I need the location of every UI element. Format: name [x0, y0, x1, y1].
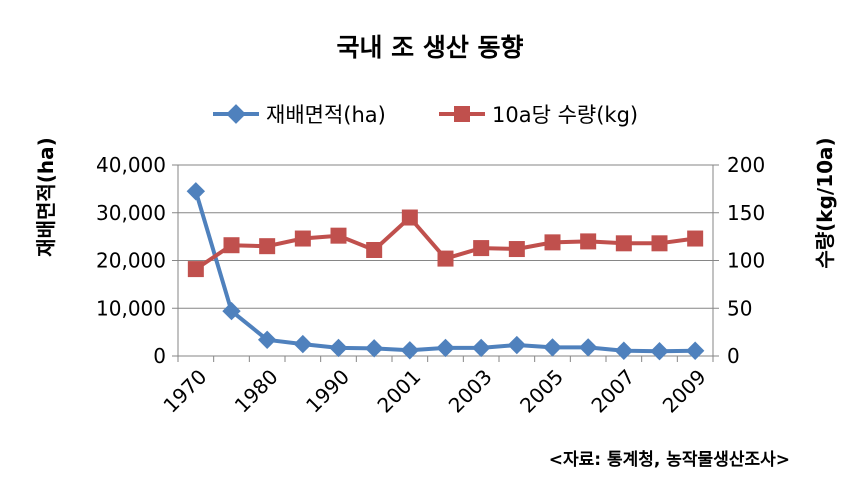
data-point-yield — [330, 227, 347, 244]
x-tick-label: 2005 — [515, 365, 568, 418]
x-tick-label: 1990 — [301, 365, 354, 418]
source-note: <자료: 통계청, 농작물생산조사> — [549, 449, 790, 470]
y-right-tick-label: 0 — [727, 344, 740, 368]
data-point-area — [650, 342, 669, 361]
data-point-yield — [508, 241, 525, 258]
chart-title: 국내 조 생산 동향 — [336, 33, 523, 62]
legend-marker-area — [226, 104, 246, 124]
data-point-yield — [259, 238, 276, 255]
x-tick-label: 1980 — [230, 365, 283, 418]
x-tick-label: 2007 — [586, 365, 639, 418]
data-point-yield — [544, 234, 561, 251]
legend-marker-yield — [454, 106, 470, 122]
y-right-tick-label: 100 — [727, 249, 765, 273]
x-tick-label: 1970 — [158, 365, 211, 418]
data-point-yield — [223, 237, 240, 254]
series-markers — [186, 182, 705, 361]
y-axis-left-title: 재배면적(ha) — [34, 137, 58, 257]
data-point-area — [400, 341, 420, 360]
data-point-yield — [687, 230, 704, 247]
series-lines — [193, 190, 696, 354]
y-right-tick-label: 200 — [727, 153, 765, 177]
x-tick-label: 2009 — [658, 365, 711, 418]
y-left-tick-label: 20,000 — [96, 249, 166, 273]
data-point-area — [436, 338, 455, 358]
data-point-yield — [401, 209, 418, 226]
x-axis-ticks: 1970 1980 1990 2001 2003 2005 2007 2009 — [158, 365, 710, 418]
y-right-tick-label: 150 — [727, 201, 765, 225]
data-point-area — [614, 341, 634, 360]
data-point-yield — [615, 235, 632, 252]
data-point-area — [364, 339, 384, 358]
data-point-area — [293, 334, 313, 354]
data-point-yield — [187, 261, 204, 278]
x-tick-label: 2001 — [372, 365, 425, 418]
data-point-area — [543, 338, 562, 357]
y-right-tick-label: 50 — [727, 296, 752, 320]
legend-label-yield: 10a당 수량(kg) — [492, 103, 638, 127]
y-left-tick-label: 10,000 — [96, 296, 166, 320]
series-line-0 — [193, 190, 696, 354]
y-left-tick-label: 40,000 — [96, 153, 166, 177]
data-point-yield — [437, 250, 454, 267]
data-point-yield — [366, 241, 383, 258]
y-axis-left-ticks: 0 10,000 20,000 30,000 40,000 — [96, 153, 166, 368]
data-point-area — [222, 301, 241, 321]
data-point-yield — [473, 240, 490, 257]
data-point-yield — [294, 230, 311, 247]
data-point-area — [685, 341, 705, 360]
y-left-tick-label: 0 — [153, 344, 166, 368]
data-point-area — [507, 335, 527, 355]
data-point-area — [578, 338, 598, 357]
gridlines — [178, 164, 713, 309]
x-tick-label: 2003 — [444, 365, 497, 418]
data-point-area — [329, 338, 348, 358]
data-point-area — [186, 182, 206, 201]
data-point-yield — [651, 235, 668, 252]
y-axis-right-ticks: 0 50 100 150 200 — [727, 153, 765, 368]
legend: 재배면적(ha) 10a당 수량(kg) — [213, 103, 638, 127]
legend-label-area: 재배면적(ha) — [266, 103, 386, 127]
y-axis-right-title: 수량(kg/10a) — [813, 137, 837, 268]
data-point-yield — [580, 233, 597, 250]
data-point-area — [471, 338, 491, 358]
data-point-area — [257, 330, 277, 349]
y-left-tick-label: 30,000 — [96, 201, 166, 225]
